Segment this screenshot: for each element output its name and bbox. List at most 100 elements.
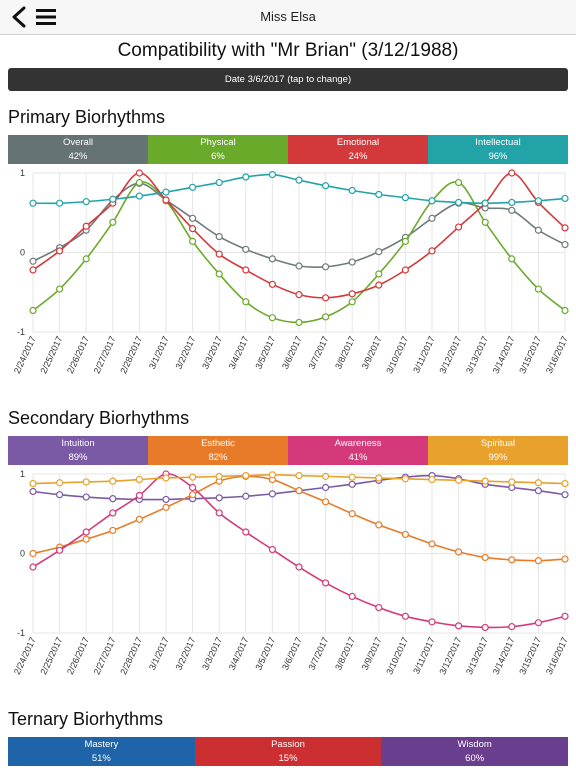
x-tick-label: 2/24/2017 bbox=[12, 335, 38, 376]
data-point-esthetic bbox=[82, 535, 90, 543]
data-point-esthetic bbox=[428, 540, 436, 548]
category-physical: Physical 6% bbox=[148, 135, 288, 164]
data-point-physical bbox=[481, 218, 489, 226]
x-tick-label: 2/28/2017 bbox=[118, 636, 144, 677]
x-tick-label: 3/6/2017 bbox=[280, 636, 304, 672]
x-tick-label: 2/27/2017 bbox=[92, 636, 118, 677]
category-label: Esthetic bbox=[201, 438, 235, 449]
category-emotional: Emotional 24% bbox=[288, 135, 428, 164]
data-point-spiritual bbox=[455, 476, 463, 484]
x-tick-label: 3/13/2017 bbox=[464, 335, 490, 376]
x-tick-label: 3/6/2017 bbox=[280, 335, 304, 371]
x-tick-label: 2/25/2017 bbox=[38, 636, 64, 677]
data-point-physical bbox=[534, 285, 543, 293]
data-point-spiritual bbox=[534, 479, 543, 487]
data-point-overall bbox=[215, 232, 223, 241]
y-tick-label: 1 bbox=[20, 469, 25, 479]
x-tick-label: 2/26/2017 bbox=[65, 335, 91, 376]
data-point-emotional bbox=[561, 224, 569, 232]
x-tick-label: 3/14/2017 bbox=[491, 335, 517, 376]
data-point-intellectual bbox=[162, 188, 170, 196]
data-point-spiritual bbox=[109, 477, 117, 485]
nav-title: Miss Elsa bbox=[260, 9, 316, 24]
data-point-spiritual bbox=[215, 472, 223, 480]
category-overall: Overall 42% bbox=[8, 135, 148, 164]
data-point-physical bbox=[215, 270, 223, 278]
x-tick-label: 3/15/2017 bbox=[517, 335, 543, 376]
data-point-emotional bbox=[29, 266, 37, 274]
secondary-chart: 1 0 -12/24/2017 2/25/2017 2/26/2017 2/27/2017… bbox=[12, 469, 570, 677]
ternary-section-title: Ternary Biorhythms bbox=[8, 709, 164, 729]
data-point-spiritual bbox=[375, 474, 383, 482]
data-point-awareness bbox=[29, 563, 37, 571]
data-point-esthetic bbox=[189, 491, 197, 499]
data-point-physical bbox=[109, 218, 117, 226]
x-tick-label: 3/5/2017 bbox=[253, 636, 277, 672]
x-tick-label: 3/5/2017 bbox=[253, 335, 277, 371]
category-value: 82% bbox=[208, 452, 228, 463]
category-value: 51% bbox=[91, 753, 111, 764]
data-point-intellectual bbox=[135, 192, 143, 200]
data-point-spiritual bbox=[135, 475, 143, 484]
secondary-categories: Intuition 89% Esthetic 82% Awareness 41% Spiri… bbox=[8, 436, 568, 465]
hamburger-menu-icon[interactable] bbox=[36, 9, 56, 25]
category-value: 24% bbox=[348, 151, 368, 162]
data-point-emotional bbox=[508, 169, 516, 177]
back-arrow-icon[interactable] bbox=[10, 6, 28, 28]
data-point-intuition bbox=[215, 494, 223, 502]
x-tick-label: 3/10/2017 bbox=[384, 335, 410, 376]
data-point-overall bbox=[295, 262, 303, 270]
data-point-esthetic bbox=[109, 526, 117, 535]
x-tick-label: 3/16/2017 bbox=[544, 335, 570, 376]
data-point-overall bbox=[29, 257, 37, 265]
data-point-awareness bbox=[375, 603, 383, 612]
data-point-esthetic bbox=[135, 515, 143, 523]
data-point-spiritual bbox=[508, 478, 516, 486]
x-tick-label: 3/10/2017 bbox=[384, 636, 410, 677]
category-value: 6% bbox=[211, 151, 225, 162]
data-point-awareness bbox=[428, 618, 436, 626]
data-point-emotional bbox=[348, 290, 356, 298]
x-tick-label: 3/8/2017 bbox=[333, 636, 357, 672]
data-point-spiritual bbox=[428, 475, 436, 484]
data-point-intellectual bbox=[82, 198, 90, 206]
data-point-esthetic bbox=[481, 553, 489, 562]
data-point-esthetic bbox=[162, 503, 170, 511]
category-value: 99% bbox=[488, 452, 508, 463]
data-point-intuition bbox=[82, 493, 90, 501]
data-point-physical bbox=[242, 298, 250, 306]
data-point-spiritual bbox=[348, 473, 356, 481]
data-point-overall bbox=[508, 206, 516, 214]
category-label: Wisdom bbox=[457, 739, 492, 750]
y-tick-label: 0 bbox=[20, 549, 25, 559]
data-point-intellectual bbox=[242, 173, 250, 181]
data-point-overall bbox=[348, 258, 356, 266]
data-point-emotional bbox=[455, 223, 463, 231]
category-label: Mastery bbox=[84, 739, 119, 750]
data-point-overall bbox=[534, 226, 543, 234]
data-point-overall bbox=[242, 245, 250, 253]
data-point-overall bbox=[561, 240, 569, 249]
category-intellectual: Intellectual 96% bbox=[428, 135, 568, 164]
page-title: Compatibility with "Mr Brian" (3/12/1988… bbox=[117, 40, 459, 61]
category-value: 42% bbox=[68, 151, 88, 162]
data-point-physical bbox=[561, 306, 569, 315]
data-point-awareness bbox=[242, 528, 250, 536]
x-tick-label: 2/28/2017 bbox=[118, 335, 144, 376]
data-point-intuition bbox=[268, 490, 276, 498]
category-spiritual: Spiritual 99% bbox=[428, 436, 568, 465]
date-button[interactable]: Date 3/6/2017 (tap to change) bbox=[8, 68, 568, 91]
data-point-esthetic bbox=[375, 521, 383, 529]
x-tick-label: 3/2/2017 bbox=[174, 335, 198, 371]
data-point-intellectual bbox=[428, 197, 436, 205]
data-point-overall bbox=[189, 214, 197, 222]
x-tick-label: 3/1/2017 bbox=[147, 636, 171, 672]
data-point-intuition bbox=[561, 491, 569, 499]
data-point-awareness bbox=[82, 528, 90, 536]
data-point-spiritual bbox=[29, 479, 37, 488]
primary-section-title: Primary Biorhythms bbox=[8, 107, 166, 127]
data-point-emotional bbox=[55, 247, 64, 255]
data-point-physical bbox=[268, 314, 276, 322]
x-tick-label: 2/26/2017 bbox=[65, 636, 91, 677]
data-point-spiritual bbox=[242, 471, 250, 480]
